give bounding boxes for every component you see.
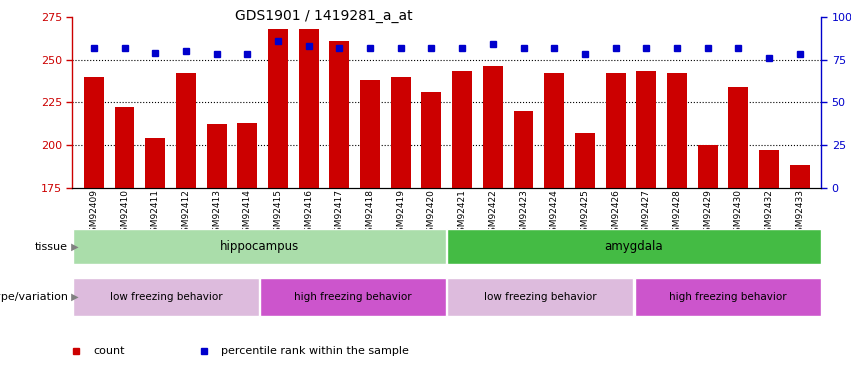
Bar: [728, 87, 748, 375]
Bar: [759, 150, 779, 375]
Text: high freezing behavior: high freezing behavior: [294, 292, 412, 302]
Bar: [84, 76, 104, 375]
Bar: [667, 73, 687, 375]
Bar: [73, 230, 446, 264]
Text: tissue: tissue: [35, 242, 68, 252]
Bar: [268, 29, 288, 375]
Text: count: count: [93, 346, 124, 355]
Bar: [391, 76, 411, 375]
Bar: [545, 73, 564, 375]
Text: ▶: ▶: [68, 242, 78, 252]
Bar: [329, 41, 349, 375]
Bar: [637, 72, 656, 375]
Bar: [237, 123, 257, 375]
Bar: [299, 29, 318, 375]
Bar: [606, 73, 625, 375]
Text: low freezing behavior: low freezing behavior: [484, 292, 597, 302]
Text: GDS1901 / 1419281_a_at: GDS1901 / 1419281_a_at: [235, 9, 412, 23]
Bar: [698, 145, 717, 375]
Bar: [115, 107, 134, 375]
Text: genotype/variation: genotype/variation: [0, 292, 68, 302]
Text: percentile rank within the sample: percentile rank within the sample: [220, 346, 408, 355]
Bar: [146, 138, 165, 375]
Bar: [575, 133, 595, 375]
Bar: [448, 230, 820, 264]
Bar: [260, 278, 446, 316]
Bar: [448, 278, 633, 316]
Text: ▶: ▶: [68, 292, 78, 302]
Bar: [790, 165, 809, 375]
Bar: [635, 278, 820, 316]
Bar: [176, 73, 196, 375]
Text: amygdala: amygdala: [605, 240, 663, 253]
Text: hippocampus: hippocampus: [220, 240, 300, 253]
Bar: [73, 278, 259, 316]
Bar: [483, 66, 503, 375]
Bar: [207, 124, 226, 375]
Text: high freezing behavior: high freezing behavior: [669, 292, 786, 302]
Bar: [452, 72, 472, 375]
Bar: [513, 111, 534, 375]
Bar: [421, 92, 442, 375]
Text: low freezing behavior: low freezing behavior: [110, 292, 222, 302]
Bar: [360, 80, 380, 375]
